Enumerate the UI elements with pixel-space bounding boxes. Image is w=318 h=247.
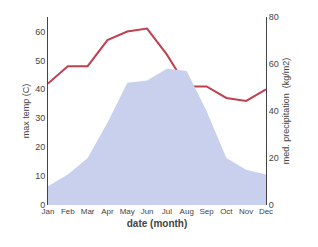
svg-text:Sep: Sep (199, 207, 214, 216)
svg-text:date (month): date (month) (127, 218, 188, 229)
svg-text:80: 80 (269, 12, 279, 22)
svg-text:Jan: Jan (42, 207, 55, 216)
svg-text:20: 20 (35, 142, 45, 152)
svg-text:Dec: Dec (259, 207, 273, 216)
svg-text:40: 40 (35, 84, 45, 94)
svg-text:Oct: Oct (220, 207, 233, 216)
svg-text:Jul: Jul (162, 207, 172, 216)
svg-text:Jun: Jun (141, 207, 154, 216)
svg-text:10: 10 (35, 171, 45, 181)
svg-text:0: 0 (40, 200, 45, 210)
svg-text:Apr: Apr (101, 207, 114, 216)
svg-text:Feb: Feb (61, 207, 75, 216)
svg-text:Mar: Mar (81, 207, 95, 216)
svg-text:Aug: Aug (180, 207, 194, 216)
svg-text:May: May (120, 207, 135, 216)
svg-text:40: 40 (269, 106, 279, 116)
svg-text:30: 30 (35, 113, 45, 123)
svg-text:20: 20 (269, 153, 279, 163)
svg-text:50: 50 (35, 56, 45, 66)
svg-text:60: 60 (269, 59, 279, 69)
svg-text:max temp (C): max temp (C) (21, 84, 31, 139)
svg-text:Nov: Nov (239, 207, 253, 216)
svg-text:0: 0 (269, 200, 274, 210)
svg-text:med. precipitation (kg/m2): med. precipitation (kg/m2) (281, 58, 291, 165)
svg-text:60: 60 (35, 27, 45, 37)
